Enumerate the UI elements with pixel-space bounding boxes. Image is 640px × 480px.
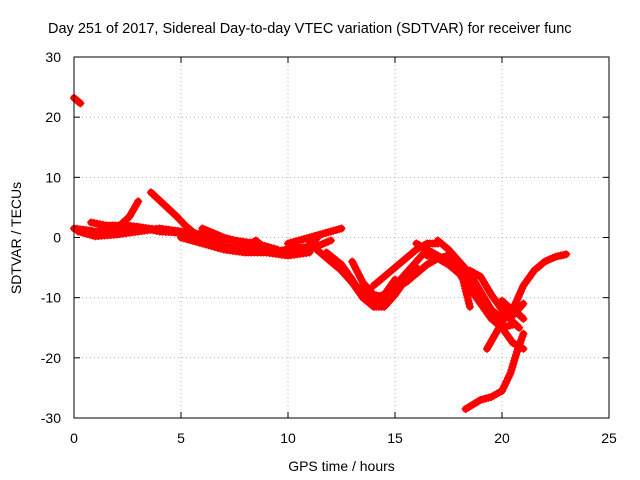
series-arc-01 (70, 93, 85, 108)
series-arc-10 (284, 224, 346, 248)
data-marks (70, 93, 571, 413)
y-tick-label: -10 (41, 290, 61, 306)
x-tick-label: 25 (601, 430, 617, 446)
series-trace (509, 250, 570, 314)
data-point (76, 99, 85, 108)
y-tick-label: -30 (41, 410, 61, 426)
data-point (519, 299, 528, 308)
x-tick-label: 20 (494, 430, 510, 446)
y-axis-label: SDTVAR / TECUs (8, 182, 24, 294)
series-arc-09 (241, 236, 292, 257)
data-point (562, 250, 571, 259)
y-tick-label: -20 (41, 350, 61, 366)
data-point (519, 329, 528, 338)
data-point (519, 314, 528, 323)
y-tick-label: 20 (45, 109, 61, 125)
data-point (515, 323, 524, 332)
series-trace (70, 94, 84, 107)
chart-title: Day 251 of 2017, Sidereal Day-to-day VTE… (48, 21, 572, 37)
series-arc-14 (348, 245, 432, 302)
series-arc-06 (147, 188, 207, 242)
series-arc-15 (369, 239, 442, 290)
y-tick-label: 10 (45, 169, 61, 185)
data-point (134, 197, 143, 206)
y-tick-label: 30 (45, 49, 61, 65)
data-point (465, 302, 474, 311)
plot-frame (73, 56, 610, 419)
data-point (305, 248, 314, 257)
x-tick-label: 15 (387, 430, 403, 446)
grid-lines (74, 57, 609, 418)
series-arc-22 (461, 329, 528, 413)
x-tick-label: 10 (280, 430, 296, 446)
x-tick-label: 5 (177, 430, 185, 446)
series-arc-19 (433, 236, 528, 353)
x-axis-label: GPS time / hours (288, 458, 395, 474)
tick-labels: 0 5 10 15 20 25 -30 -20 -10 0 10 20 30 (41, 49, 617, 446)
series-arc-20 (455, 260, 474, 311)
data-point (337, 224, 346, 233)
data-point (326, 236, 335, 245)
series-arc-25 (508, 250, 571, 314)
x-tick-label: 0 (70, 430, 78, 446)
y-tick-label: 0 (53, 230, 61, 246)
series-arc-05 (74, 224, 207, 241)
